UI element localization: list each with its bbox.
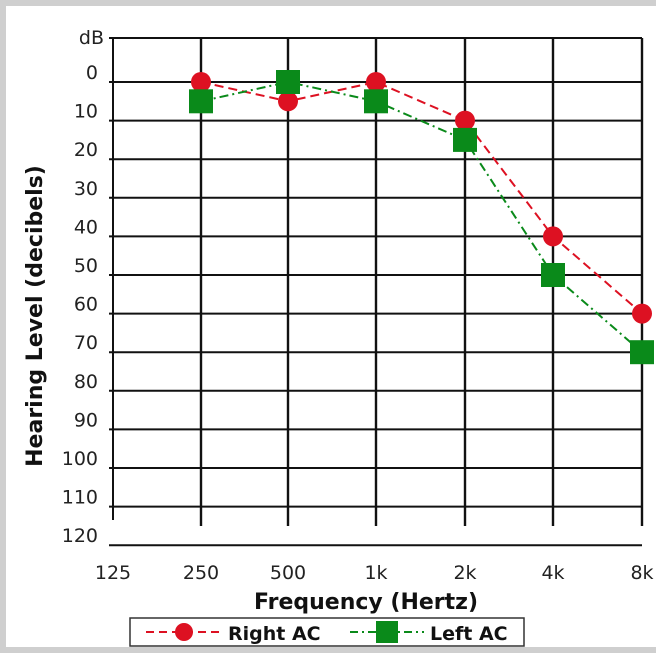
y-tick-100: 100 [62, 448, 98, 470]
right-ac-point-250 [191, 72, 211, 92]
x-tick-labels: 125 250 500 1k 2k 4k 8k [95, 562, 654, 584]
left-ac-point-250 [189, 89, 213, 114]
y-tick-0: 0 [86, 62, 98, 84]
right-ac-point-8k [632, 303, 652, 324]
x-tick-8k: 8k [630, 562, 653, 584]
right-ac-point-4k [543, 226, 563, 247]
right-ac-point-500 [278, 91, 298, 112]
series-line-1 [200, 80, 643, 315]
y-axis-title: Hearing Level (decibels) [23, 165, 48, 467]
grid [109, 37, 644, 547]
chart-frame: 0 10 20 30 40 50 60 70 80 90 100 110 120 125 250 500 1k… [6, 6, 656, 647]
legend-left-label: Left AC [430, 623, 508, 645]
audiogram-chart: 0 10 20 30 40 50 60 70 80 90 100 110 120 125 250 500 1k… [23, 27, 654, 647]
x-tick-1k: 1k [364, 562, 387, 584]
y-tick-labels: 0 10 20 30 40 50 60 70 80 90 100 110 120 [62, 62, 98, 547]
right-ac-point-1k [366, 72, 386, 92]
y-tick-70: 70 [74, 332, 98, 354]
legend-box [129, 617, 525, 647]
y-tick-90: 90 [74, 409, 98, 431]
y-tick-110: 110 [62, 487, 98, 509]
legend-right-label: Right AC [228, 623, 321, 645]
series-line-2 [200, 80, 643, 353]
left-ac-point-2k [453, 127, 477, 152]
x-tick-4k: 4k [541, 562, 564, 584]
legend-left-marker [376, 621, 398, 643]
legend: Right AC Left AC [129, 617, 525, 647]
right-ac-point-2k [455, 110, 475, 131]
y-unit-label: dB [79, 27, 104, 49]
y-tick-20: 20 [74, 139, 98, 161]
x-tick-250: 250 [183, 562, 219, 584]
left-ac-point-1k [364, 89, 388, 114]
y-tick-30: 30 [74, 178, 98, 200]
y-tick-60: 60 [74, 294, 98, 316]
y-tick-40: 40 [74, 216, 98, 238]
y-tick-10: 10 [74, 101, 98, 123]
left-ac-point-4k [541, 263, 565, 287]
left-ac-point-500 [276, 70, 300, 94]
legend-right-marker [175, 623, 193, 641]
x-tick-2k: 2k [453, 562, 476, 584]
y-tick-80: 80 [74, 371, 98, 393]
left-ac-point-8k [630, 340, 654, 365]
x-tick-500: 500 [270, 562, 306, 584]
series-layer [189, 70, 654, 365]
x-axis-title: Frequency (Hertz) [254, 590, 478, 615]
x-tick-125: 125 [95, 562, 131, 584]
y-tick-120: 120 [62, 525, 98, 547]
y-tick-50: 50 [74, 255, 98, 277]
